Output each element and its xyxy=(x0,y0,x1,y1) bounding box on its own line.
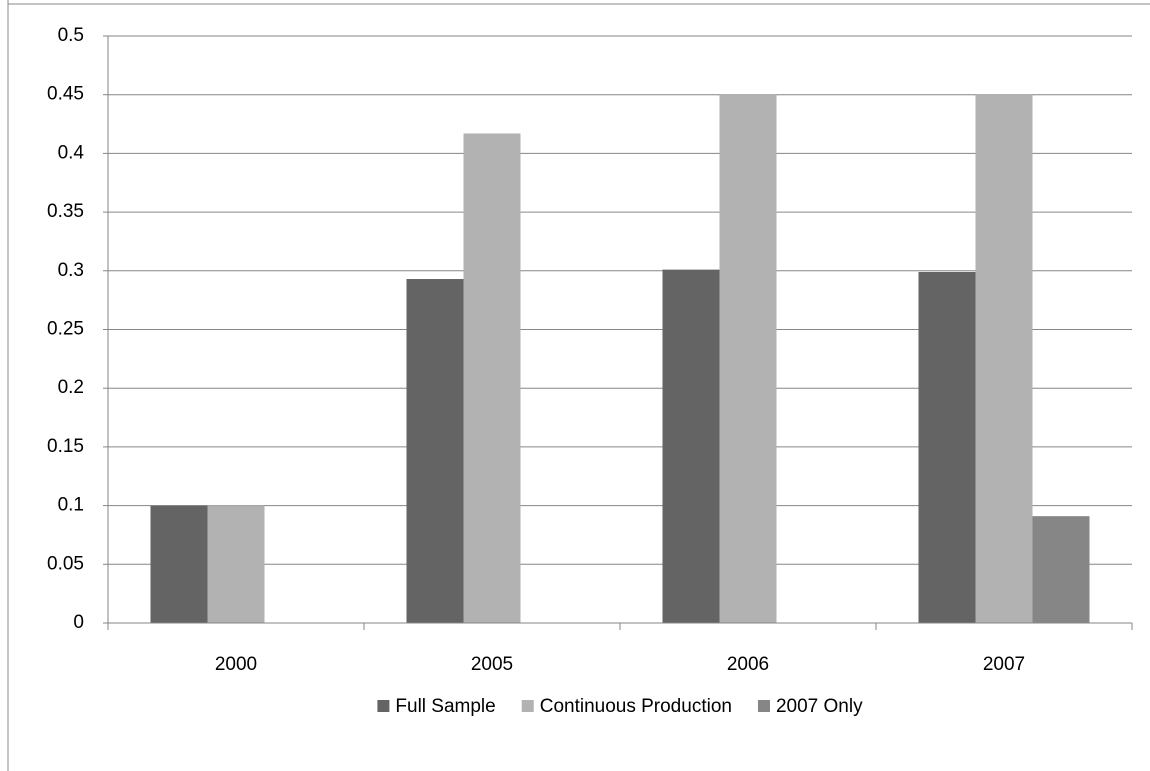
legend-swatch xyxy=(377,700,390,712)
legend-label: Continuous Production xyxy=(540,696,732,717)
bar xyxy=(1032,516,1090,623)
y-tick-label: 0.15 xyxy=(47,436,84,457)
bar xyxy=(918,271,976,623)
x-tick-label: 2006 xyxy=(727,654,769,675)
legend-swatch xyxy=(521,700,534,712)
y-tick-label: 0.05 xyxy=(47,553,84,574)
bar xyxy=(463,133,521,623)
x-tick-label: 2007 xyxy=(983,654,1025,675)
y-tick-label: 0.35 xyxy=(47,201,84,222)
y-tick-label: 0.1 xyxy=(58,495,84,516)
bar xyxy=(975,94,1033,623)
y-tick-label: 0.45 xyxy=(47,84,84,105)
x-tick-label: 2005 xyxy=(471,654,513,675)
bar xyxy=(150,505,208,623)
x-tick-label: 2000 xyxy=(215,654,257,675)
y-tick-label: 0.2 xyxy=(58,377,84,398)
y-tick-label: 0.4 xyxy=(58,142,85,163)
legend-label: Full Sample xyxy=(395,696,495,717)
y-tick-label: 0 xyxy=(73,612,84,633)
bar xyxy=(406,279,464,623)
bar xyxy=(662,269,720,623)
bar xyxy=(207,505,265,623)
legend-swatch xyxy=(757,700,770,712)
bar xyxy=(719,94,777,623)
y-tick-label: 0.3 xyxy=(58,260,84,281)
y-tick-label: 0.5 xyxy=(58,25,84,46)
legend-label: 2007 Only xyxy=(776,696,863,717)
y-tick-label: 0.25 xyxy=(47,319,84,340)
